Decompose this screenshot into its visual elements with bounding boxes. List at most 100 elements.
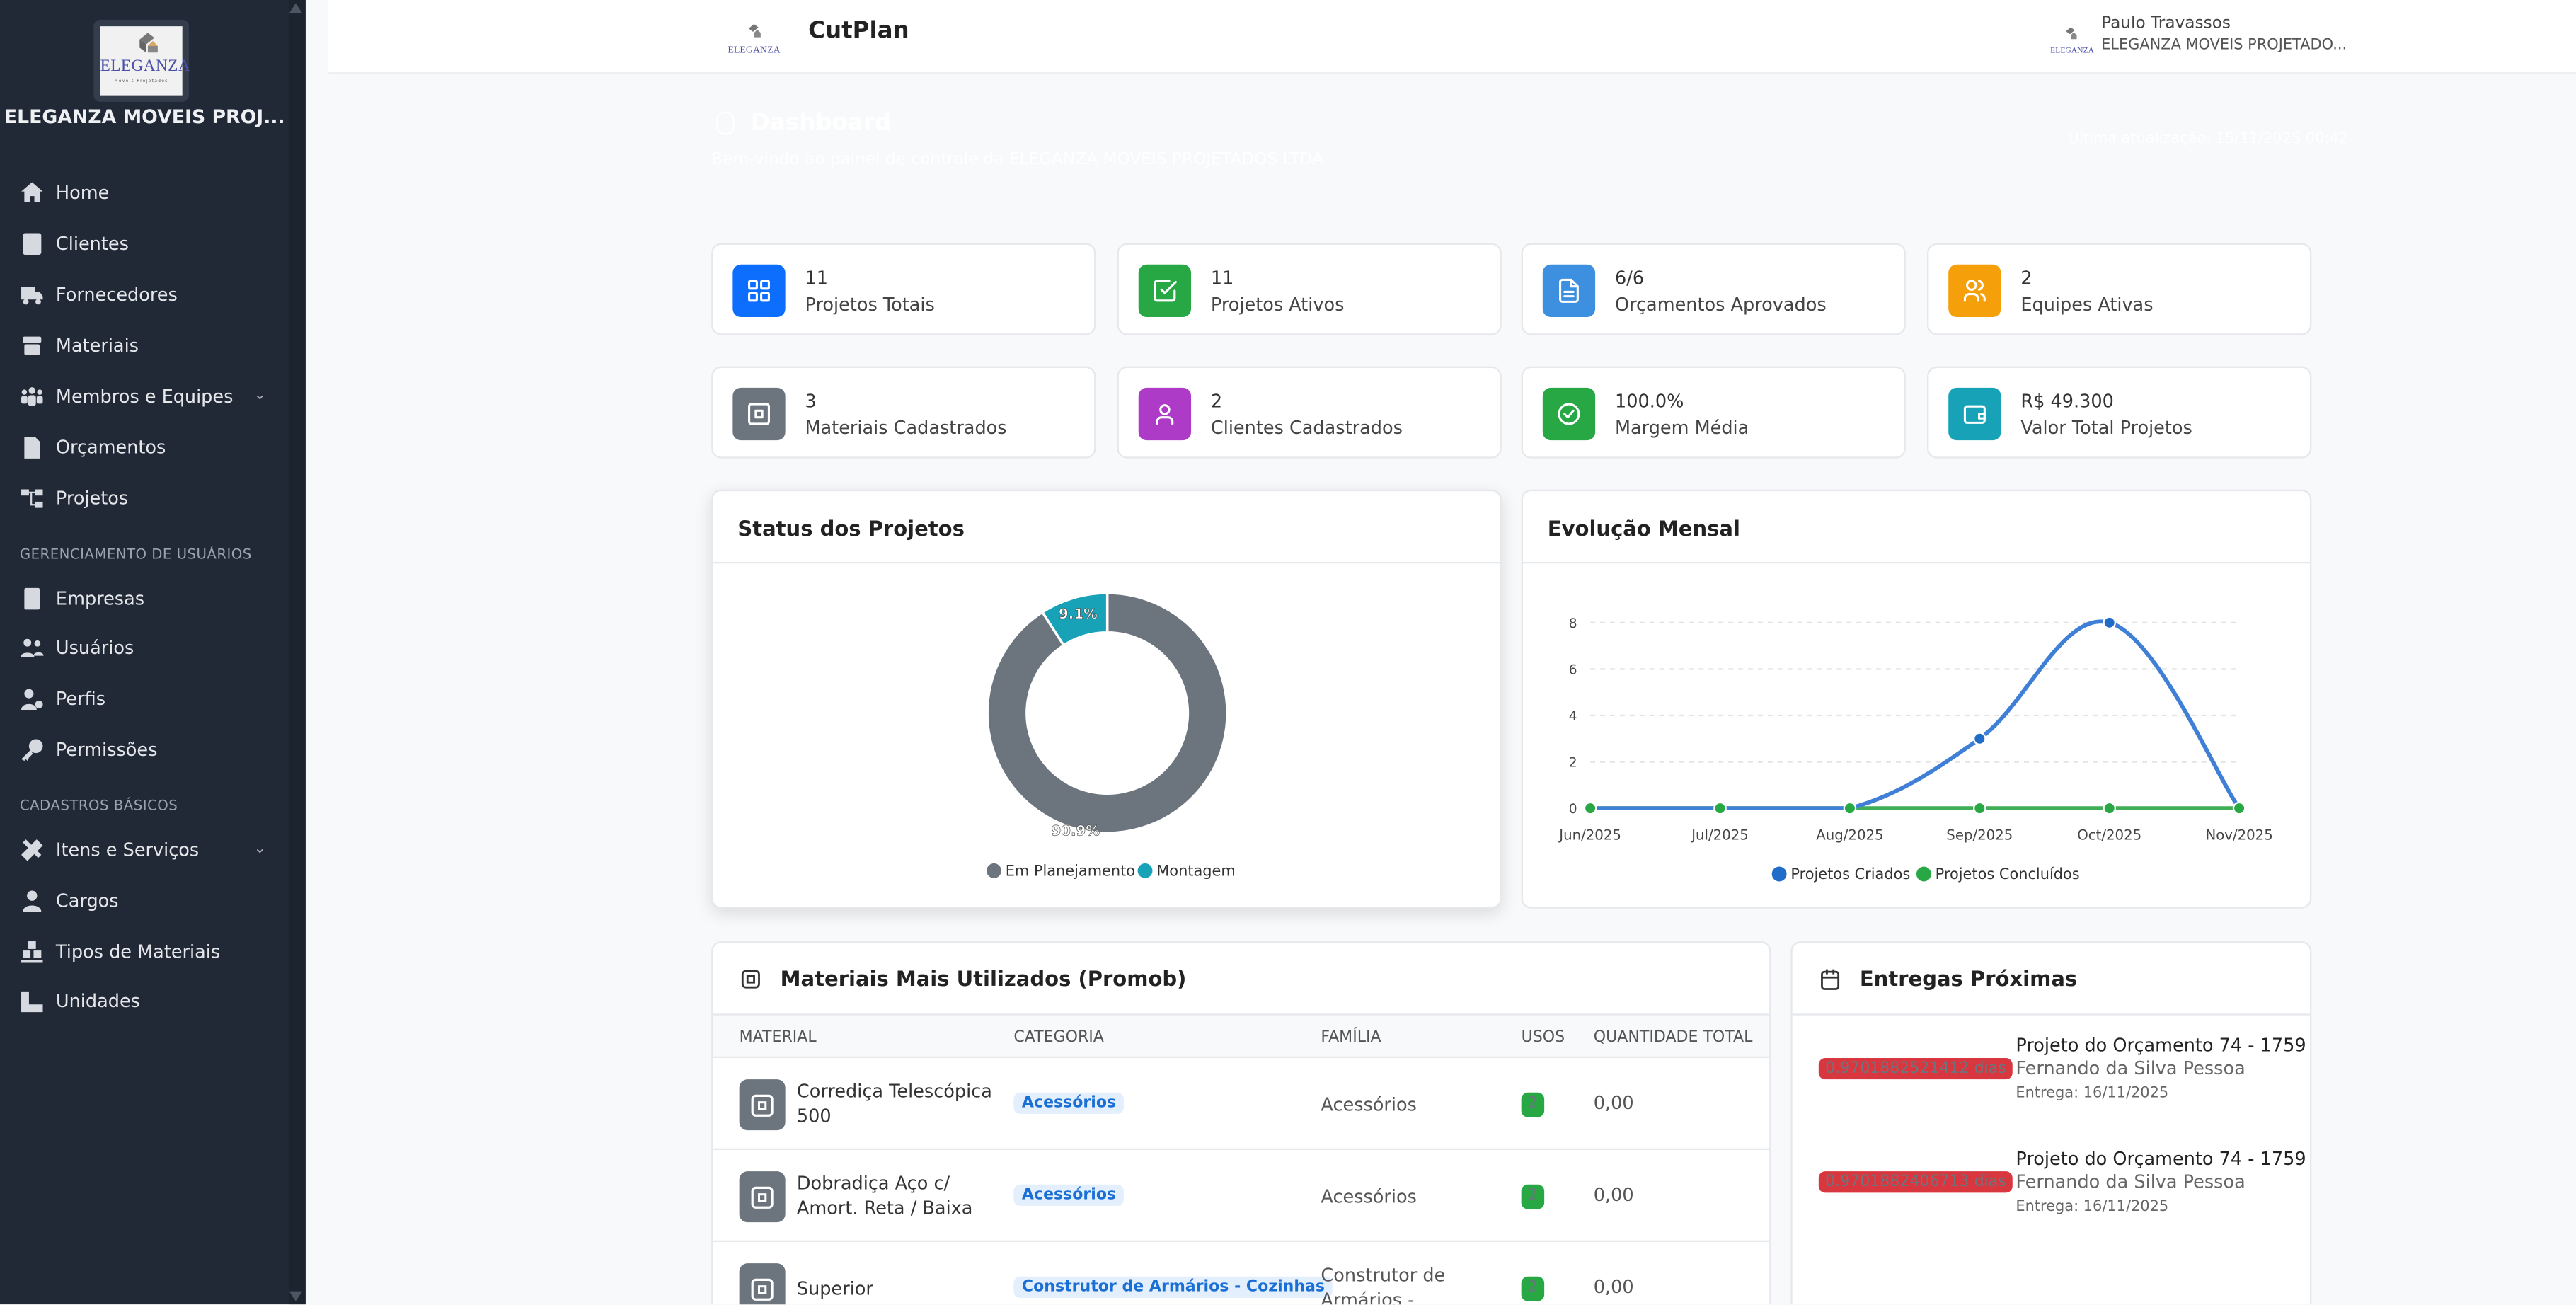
stat-label: Equipes Ativas bbox=[2020, 294, 2154, 316]
user-avatar[interactable]: ELEGANZA bbox=[2050, 16, 2094, 56]
topbar-logo[interactable]: ELEGANZA bbox=[723, 15, 785, 56]
line-chart: 0 2 4 6 8 Jun/2025 Jul/2025 Aug/2025 Sep/2025 Oct… bbox=[1558, 616, 2273, 883]
sidebar-item-materiais[interactable]: Materiais bbox=[20, 328, 266, 361]
sidebar-item-perfis[interactable]: Perfis bbox=[20, 682, 266, 714]
x-tick-label: Oct/2025 bbox=[2077, 827, 2141, 843]
people-group-icon bbox=[21, 386, 43, 406]
sidebar-item-usuarios[interactable]: Usuários bbox=[20, 631, 266, 663]
stat-card-materiais-cadastrados[interactable]: 3 Materiais Cadastrados bbox=[711, 366, 1096, 459]
stat-value: 2 bbox=[2020, 268, 2032, 289]
delivery-client: Fernando da Silva Pessoa bbox=[2016, 1171, 2246, 1193]
chevron-down-icon[interactable]: ⌄ bbox=[253, 387, 267, 405]
stat-card-equipes-ativas[interactable]: 2 Equipes Ativas bbox=[1927, 243, 2312, 335]
stat-card-clientes-cadastrados[interactable]: 2 Clientes Cadastrados bbox=[1117, 366, 1502, 459]
stat-value: 11 bbox=[805, 268, 829, 289]
table-header: MATERIAL CATEGORIA FAMÍLIA USOS QUANTIDA… bbox=[713, 1013, 1770, 1057]
stat-card-margem-media[interactable]: 100.0% Margem Média bbox=[1521, 366, 1906, 459]
days-remaining-badge: 0.9701882406713 dias bbox=[1818, 1171, 2013, 1193]
sidebar-item-label: Unidades bbox=[55, 989, 141, 1011]
data-point[interactable] bbox=[2103, 616, 2117, 630]
legend-label[interactable]: Em Planejamento bbox=[1006, 862, 1135, 879]
sidebar-item-label: Orçamentos bbox=[55, 436, 166, 458]
material-name: Corrediça Telescópica 500 bbox=[796, 1081, 992, 1127]
delivery-client: Fernando da Silva Pessoa bbox=[2016, 1058, 2246, 1080]
invoice-icon bbox=[24, 436, 40, 458]
data-point[interactable] bbox=[1583, 801, 1597, 815]
ruler-icon bbox=[21, 991, 43, 1011]
x-tick-label: Jul/2025 bbox=[1690, 827, 1749, 843]
sidebar-item-clientes[interactable]: Clientes bbox=[20, 226, 266, 259]
sidebar-item-membros-e-equipes[interactable]: Membros e Equipes ⌄ bbox=[20, 379, 266, 412]
sidebar-item-fornecedores[interactable]: Fornecedores bbox=[20, 277, 266, 310]
sidebar-item-label: Home bbox=[55, 181, 110, 203]
sidebar-item-orcamentos[interactable]: Orçamentos bbox=[20, 430, 266, 463]
uses-badge: 2 bbox=[1521, 1184, 1545, 1209]
legend-marker bbox=[1916, 866, 1931, 882]
sidebar-item-label: Usuários bbox=[55, 636, 134, 658]
wallet-icon bbox=[1948, 387, 2001, 441]
sidebar-scrollbar[interactable] bbox=[289, 0, 306, 1305]
table-row[interactable]: Corrediça Telescópica 500 Acessórios Acess… bbox=[713, 1056, 1770, 1149]
dashboard-icon bbox=[716, 111, 735, 135]
data-point[interactable] bbox=[1843, 801, 1857, 815]
sidebar-item-tipos-de-materiais[interactable]: Tipos de Materiais bbox=[20, 935, 266, 967]
data-point[interactable] bbox=[2103, 801, 2117, 815]
user-gear-icon bbox=[21, 688, 43, 709]
scroll-up-arrow-icon[interactable] bbox=[289, 3, 303, 13]
legend-label[interactable]: Montagem bbox=[1156, 862, 1235, 879]
sidebar-item-home[interactable]: Home bbox=[20, 176, 266, 208]
legend-label[interactable]: Projetos Concluídos bbox=[1936, 866, 2080, 883]
legend-label[interactable]: Projetos Criados bbox=[1790, 866, 1910, 883]
stat-card-orcamentos-aprovados[interactable]: 6/6 Orçamentos Aprovados bbox=[1521, 243, 1906, 335]
table-row[interactable]: Dobradiça Aço c/ Amort. Reta / Baixa Aces… bbox=[713, 1148, 1770, 1241]
data-point[interactable] bbox=[2232, 801, 2246, 815]
delivery-project[interactable]: Projeto do Orçamento 74 - 1759373 bbox=[2016, 1035, 2305, 1057]
monthly-chart-card: Evolução Mensal 0 2 4 6 8 Jun/2025 Jul/2025 Aug… bbox=[1521, 489, 2312, 909]
user-tie-icon bbox=[23, 890, 42, 912]
cubes-icon bbox=[21, 940, 43, 962]
sidebar-item-label: Materiais bbox=[55, 334, 139, 356]
y-tick-label: 0 bbox=[1569, 802, 1577, 817]
sidebar: ELEGANZA Móveis Projetados ELEGANZA MOVE… bbox=[0, 0, 306, 1305]
materials-title: Materiais Mais Utilizados (Promob) bbox=[780, 966, 1187, 991]
document-icon bbox=[1542, 264, 1596, 318]
slice-label: 90.9% bbox=[1052, 822, 1100, 839]
sidebar-item-unidades[interactable]: Unidades bbox=[20, 984, 266, 1017]
y-tick-label: 8 bbox=[1569, 616, 1577, 631]
data-point[interactable] bbox=[1973, 732, 1986, 746]
donut-slice-0[interactable] bbox=[986, 592, 1229, 834]
chevron-down-icon[interactable]: ⌄ bbox=[253, 841, 267, 858]
section-basic-registers: CADASTROS BÁSICOS bbox=[19, 798, 178, 815]
last-updated: Última atualização: 15/11/2025 00:42 bbox=[2068, 131, 2349, 148]
sidebar-item-itens-e-servicos[interactable]: Itens e Serviços ⌄ bbox=[20, 833, 266, 866]
donut-slice-1[interactable] bbox=[1040, 592, 1109, 648]
stat-label: Orçamentos Aprovados bbox=[1614, 294, 1827, 316]
legend-marker bbox=[987, 863, 1001, 878]
grid-icon bbox=[732, 264, 786, 318]
stat-label: Valor Total Projetos bbox=[2020, 417, 2192, 439]
data-point[interactable] bbox=[1973, 801, 1986, 815]
key-icon bbox=[21, 738, 43, 760]
sidebar-item-label: Cargos bbox=[55, 890, 119, 912]
stat-label: Margem Média bbox=[1614, 417, 1749, 439]
series-line-0 bbox=[1590, 619, 2241, 811]
y-tick-label: 6 bbox=[1569, 662, 1577, 677]
user-name[interactable]: Paulo Travassos bbox=[2101, 14, 2231, 33]
data-point[interactable] bbox=[1713, 801, 1727, 815]
delivery-project[interactable]: Projeto do Orçamento 74 - 1759373 bbox=[2016, 1148, 2305, 1170]
sidebar-item-label: Permissões bbox=[55, 738, 158, 760]
family: Acessórios bbox=[1321, 1186, 1417, 1208]
table-row[interactable]: Superior Construtor de Armários - Cozinha… bbox=[713, 1240, 1770, 1305]
stat-card-projetos-ativos[interactable]: 11 Projetos Ativos bbox=[1117, 243, 1502, 335]
stat-card-projetos-totais[interactable]: 11 Projetos Totais bbox=[711, 243, 1096, 335]
sidebar-item-permissoes[interactable]: Permissões bbox=[20, 732, 266, 765]
stat-value: 100.0% bbox=[1614, 391, 1684, 413]
sidebar-item-empresas[interactable]: Empresas bbox=[20, 582, 266, 614]
material-icon bbox=[739, 1171, 786, 1223]
sidebar-item-projetos[interactable]: Projetos bbox=[20, 481, 266, 514]
scroll-down-arrow-icon[interactable] bbox=[289, 1291, 303, 1301]
donut-chart: 90.9% 9.1% Em Planejamento Montagem bbox=[986, 592, 1236, 879]
sidebar-item-cargos[interactable]: Cargos bbox=[20, 884, 266, 916]
stat-card-valor-total-projetos[interactable]: R$ 49.300 Valor Total Projetos bbox=[1927, 366, 2312, 459]
legend-marker bbox=[1771, 866, 1787, 882]
